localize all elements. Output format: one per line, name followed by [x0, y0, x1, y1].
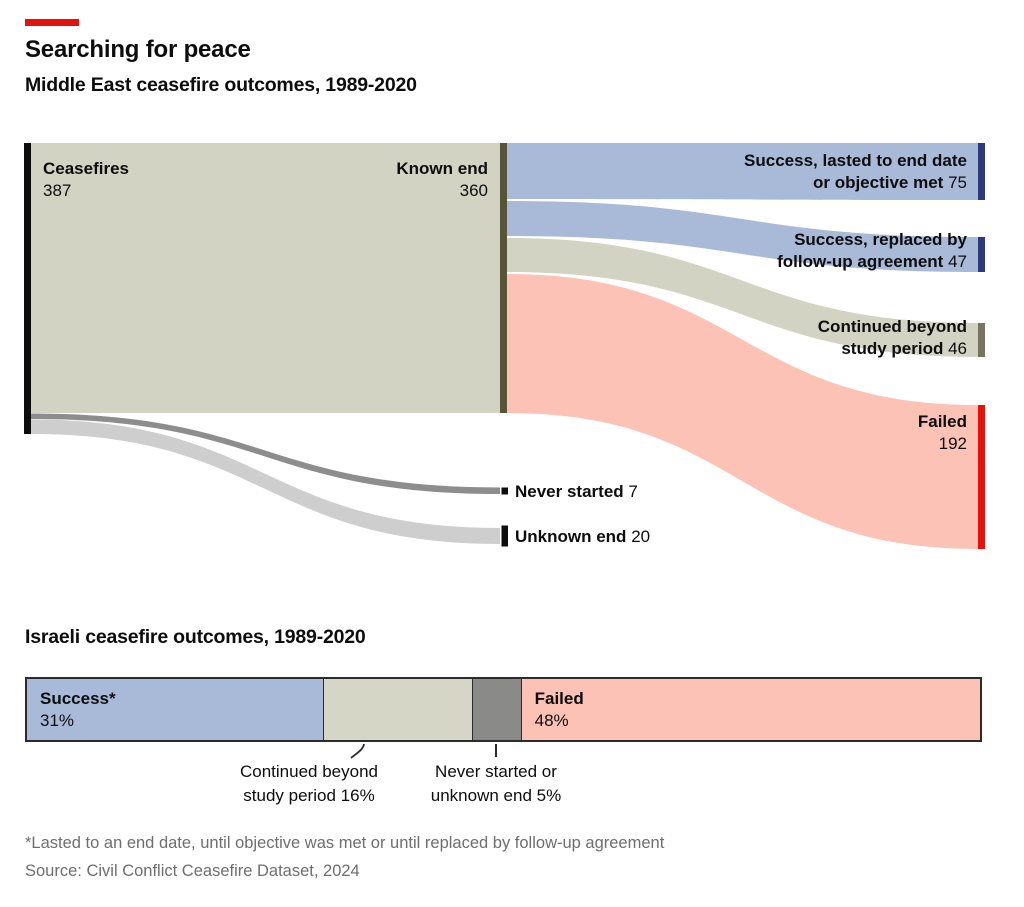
flow-never-started [31, 413, 500, 494]
flow-success-end-date [507, 143, 978, 200]
bar-segment-continued [323, 679, 473, 740]
israeli-stacked-bar: Success* 31% Failed 48% [25, 677, 982, 742]
node-never-started [501, 487, 508, 495]
label-continued-beyond: Continued beyond study period 46 [817, 317, 967, 358]
page-title: Searching for peace [25, 36, 251, 63]
flow-continued-beyond [507, 238, 978, 357]
callout-tick-continued [350, 743, 365, 759]
label-success-end-date: Success, lasted to end date or objective… [744, 151, 967, 192]
label-failed: Failed 192 [917, 412, 967, 453]
node-known-end [500, 143, 507, 413]
flow-known-end [31, 143, 500, 413]
node-failed [978, 405, 985, 549]
node-ceasefires [24, 143, 31, 434]
label-never-started: Never started 7 [515, 482, 638, 501]
label-known-end: Known end 360 [396, 159, 488, 200]
sankey-diagram [24, 143, 985, 549]
label-continued-segment: Continued beyond study period 16% [239, 762, 378, 805]
chart-subtitle: Middle East ceasefire outcomes, 1989-202… [25, 74, 417, 96]
bar-segment-success: Success* 31% [27, 679, 324, 740]
accent-tick [25, 19, 79, 26]
source-note: Source: Civil Conflict Ceasefire Dataset… [25, 862, 360, 880]
node-unknown-end [501, 525, 508, 547]
label-unknown-end: Unknown end 20 [515, 527, 651, 546]
bar-segment-failed: Failed 48% [520, 679, 980, 740]
bar-segment-never-unknown [472, 679, 521, 740]
israeli-chart-heading: Israeli ceasefire outcomes, 1989-2020 [25, 626, 366, 648]
flow-failed [507, 274, 978, 549]
flow-success-replaced [507, 201, 978, 272]
footnote: *Lasted to an end date, until objective … [25, 834, 665, 852]
label-never-unknown-segment: Never started or unknown end 5% [430, 762, 562, 805]
node-success-end-date [978, 143, 985, 200]
node-continued-beyond [978, 323, 985, 357]
callout-tick-never-unknown [495, 744, 497, 757]
label-ceasefires: Ceasefires 387 [43, 159, 130, 200]
flow-unknown-end [31, 419, 500, 544]
node-success-replaced [978, 237, 985, 272]
label-success-replaced: Success, replaced by follow-up agreement… [777, 230, 967, 271]
